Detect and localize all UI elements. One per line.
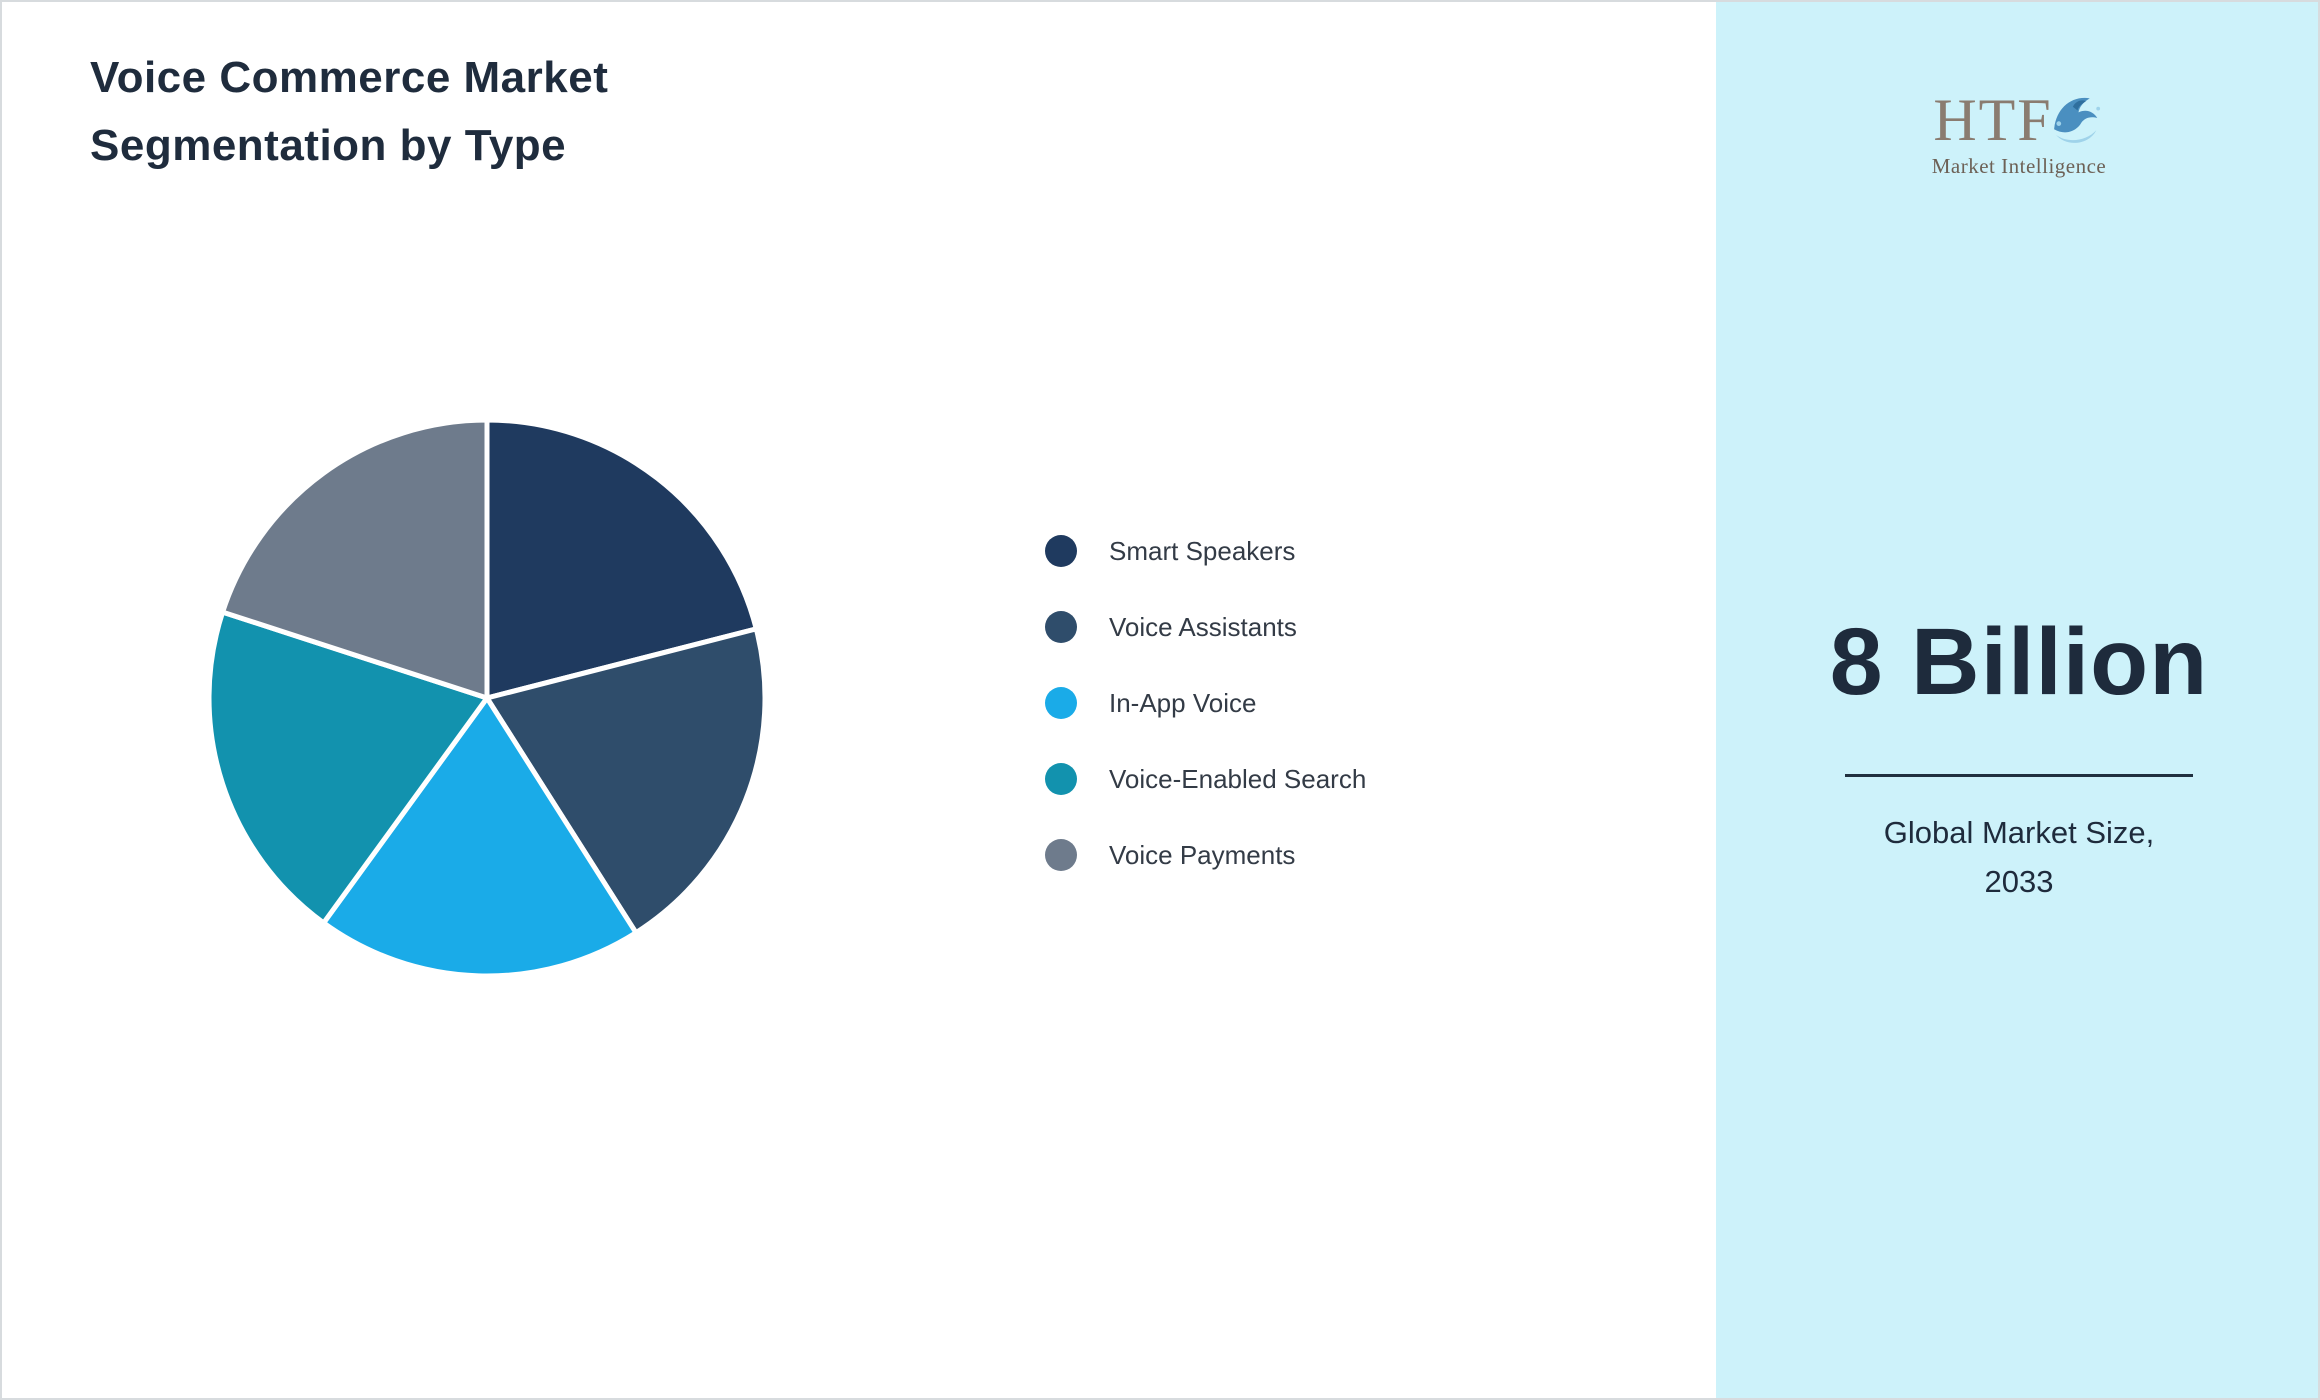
divider-line: [1845, 774, 2193, 777]
legend-label: Voice Assistants: [1109, 611, 1297, 642]
legend-dot-icon: [1045, 763, 1077, 795]
logo-row: HTF: [1932, 88, 2107, 150]
legend-dot-icon: [1045, 611, 1077, 643]
right-panel: HTF Market Intelligence 8 Billion Global…: [1716, 2, 2318, 1398]
page-title: Voice Commerce Market Segmentation by Ty…: [90, 44, 608, 180]
pie-slice-2: [321, 695, 639, 979]
legend-dot-icon: [1045, 535, 1077, 567]
dolphin-icon: [2054, 97, 2100, 143]
legend-label: Voice-Enabled Search: [1109, 763, 1367, 794]
logo-subtext: Market Intelligence: [1931, 154, 2107, 178]
market-size-label: Global Market Size, 2033: [1716, 808, 2318, 906]
logo-text: HTF: [1933, 87, 2053, 153]
legend-label: Voice Payments: [1109, 839, 1296, 870]
legend-label: In-App Voice: [1109, 687, 1257, 718]
pie-chart-svg: [206, 417, 768, 979]
legend-dot-icon: [1045, 839, 1077, 871]
market-size-value: 8 Billion: [1829, 609, 2209, 715]
htf-logo: HTF Market Intelligence: [1932, 88, 2107, 179]
title-line-1: Voice Commerce Market: [90, 53, 609, 102]
chart-legend: Smart Speakers Voice Assistants In-App V…: [1045, 535, 1366, 915]
legend-item-voice-enabled-search: Voice-Enabled Search: [1045, 763, 1366, 795]
pie-chart: [187, 398, 787, 998]
legend-item-smart-speakers: Smart Speakers: [1045, 535, 1366, 567]
title-line-2: Segmentation by Type: [90, 121, 567, 170]
pie-slice-1: [484, 626, 768, 936]
pie-slice-4: [220, 417, 490, 701]
market-size-label-line2: 2033: [1984, 864, 2054, 899]
legend-dot-icon: [1045, 687, 1077, 719]
market-size-label-line1: Global Market Size,: [1883, 815, 2155, 850]
pie-slice-0: [484, 417, 759, 701]
legend-label: Smart Speakers: [1109, 535, 1296, 566]
pie-slice-3: [206, 609, 490, 926]
legend-item-voice-payments: Voice Payments: [1045, 839, 1366, 871]
legend-item-voice-assistants: Voice Assistants: [1045, 611, 1366, 643]
legend-item-in-app-voice: In-App Voice: [1045, 687, 1366, 719]
